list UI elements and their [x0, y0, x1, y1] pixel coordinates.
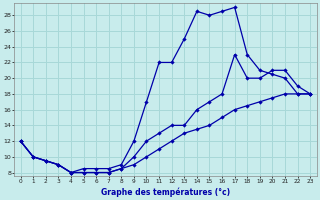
X-axis label: Graphe des températures (°c): Graphe des températures (°c) — [101, 187, 230, 197]
